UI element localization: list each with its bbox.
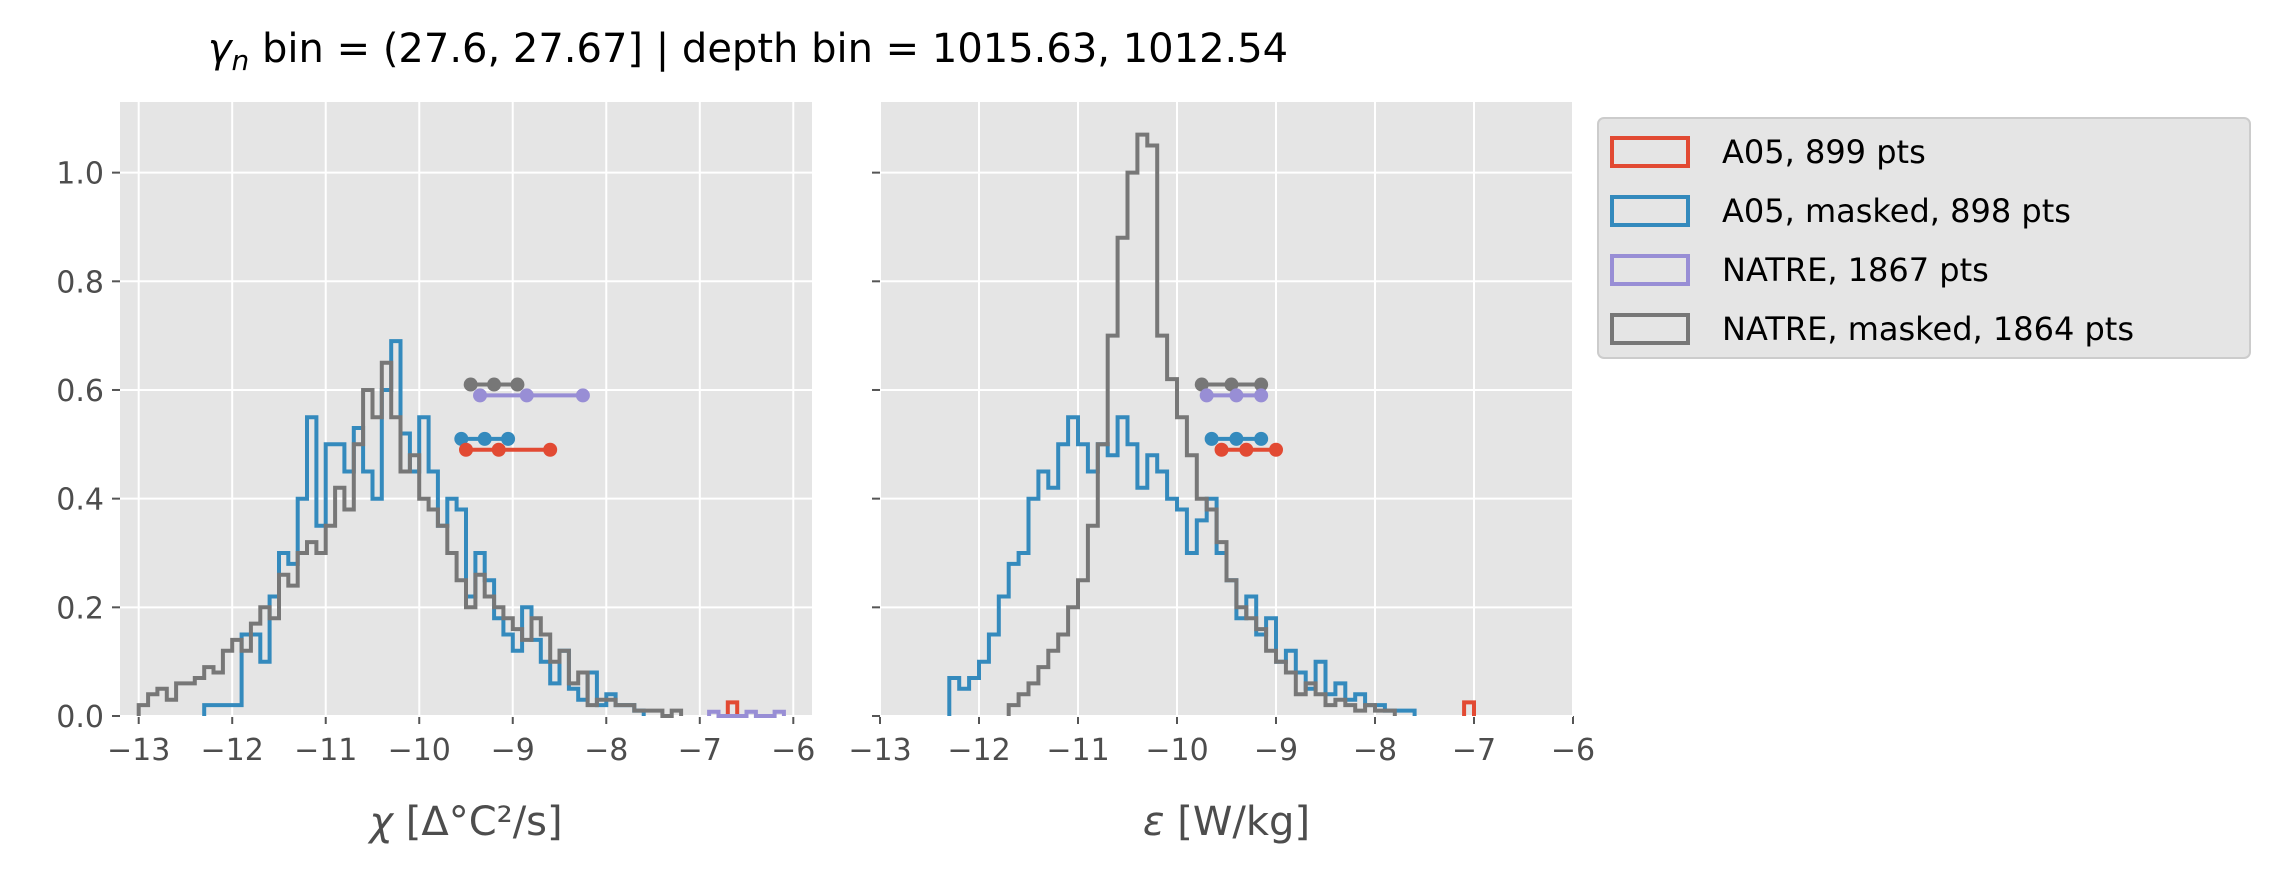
left-xtick-label: −8 [584,733,628,768]
left-xtick-label: −6 [771,733,815,768]
left-xtick-label: −13 [107,733,170,768]
legend-swatch [1610,254,1690,286]
legend-label: NATRE, masked, 1864 pts [1722,310,2134,348]
right-xtick-label: −7 [1452,733,1496,768]
left-xtick-label: −11 [294,733,357,768]
left-range-point-natre-masked [487,377,502,392]
legend-label: NATRE, 1867 pts [1722,251,1989,289]
left-range-point-a05-masked [477,431,492,446]
right-range-point-natre [1254,388,1269,403]
left-range-point-natre [519,388,534,403]
left-hist-natre-masked [136,360,684,718]
right-range-point-a05-masked [1229,431,1244,446]
left-range-point-natre-masked [463,377,478,392]
right-range-point-a05-masked [1254,431,1269,446]
left-xtick-label: −12 [201,733,264,768]
left-ytick-label: 1.0 [56,157,104,192]
right-hist-a05-masked [947,415,1417,716]
right-range-point-natre [1229,388,1244,403]
left-range-point-natre-masked [510,377,525,392]
legend-swatch [1610,195,1690,227]
right-xtick-label: −6 [1551,733,1595,768]
legend: A05, 899 pts A05, masked, 898 pts NATRE, 1… [1597,117,2251,359]
left-xtick-label: −9 [491,733,535,768]
right-range-point-natre-masked [1254,377,1269,392]
right-xlabel: ε [W/kg] [1143,799,1310,845]
left-hist-natre-tail [707,709,786,718]
left-plot-area [120,102,812,716]
left-range-point-natre [575,388,590,403]
legend-swatch [1610,313,1690,345]
left-xtick-label: −10 [388,733,451,768]
legend-label: A05, 899 pts [1722,133,1926,171]
right-plot-area [880,102,1573,716]
legend-box [1597,117,2251,359]
legend-swatch [1610,136,1690,168]
left-range-point-a05 [459,442,473,457]
left-panel: −13 −12 −11 −10 −9 −8 −7 −6 0.0 0.2 0.4 0.6 0.8 1.0 χ … [56,102,815,845]
left-range-point-a05 [491,442,506,457]
legend-label: A05, masked, 898 pts [1722,192,2071,230]
right-xtick-label: −11 [1046,733,1109,768]
right-range-point-a05 [1214,442,1229,457]
right-range-point-a05 [1239,442,1254,457]
right-range-point-natre-masked [1224,377,1239,392]
left-ytick-label: 0.0 [56,700,104,735]
right-range-point-a05 [1269,442,1283,457]
left-range-point-a05-masked [501,431,516,446]
right-xtick-label: −9 [1254,733,1298,768]
title-text: bin = (27.6, 27.67] | depth bin = 1015.6… [249,26,1288,72]
title-symbol: γ [208,26,234,72]
right-range-point-a05-masked [1204,431,1219,446]
right-xtick-label: −13 [848,733,911,768]
left-ytick-label: 0.6 [56,374,104,409]
figure-title: γn bin = (27.6, 27.67] | depth bin = 101… [208,26,1288,77]
right-range-point-natre [1199,388,1214,403]
left-hist-a05-tail [725,700,740,716]
left-hist-a05-masked [202,339,646,716]
left-xtick-label: −7 [678,733,722,768]
title-subscript: n [232,44,250,77]
left-range-point-natre [473,388,488,403]
left-range-point-a05 [543,442,558,457]
right-hist-a05-tail [1462,700,1476,716]
left-xlabel: χ [Δ°C²/s] [367,799,562,845]
right-xtick-label: −8 [1353,733,1397,768]
right-xtick-label: −12 [947,733,1010,768]
right-hist-natre-masked [1006,132,1397,716]
left-ytick-label: 0.4 [56,483,104,518]
left-range-point-a05-masked [454,431,469,446]
right-panel: −13 −12 −11 −10 −9 −8 −7 −6 ε [W/kg] [848,102,1595,845]
left-ytick-label: 0.2 [56,591,104,626]
right-xtick-label: −10 [1145,733,1208,768]
left-ytick-label: 0.8 [56,265,104,300]
right-range-point-natre-masked [1194,377,1209,392]
